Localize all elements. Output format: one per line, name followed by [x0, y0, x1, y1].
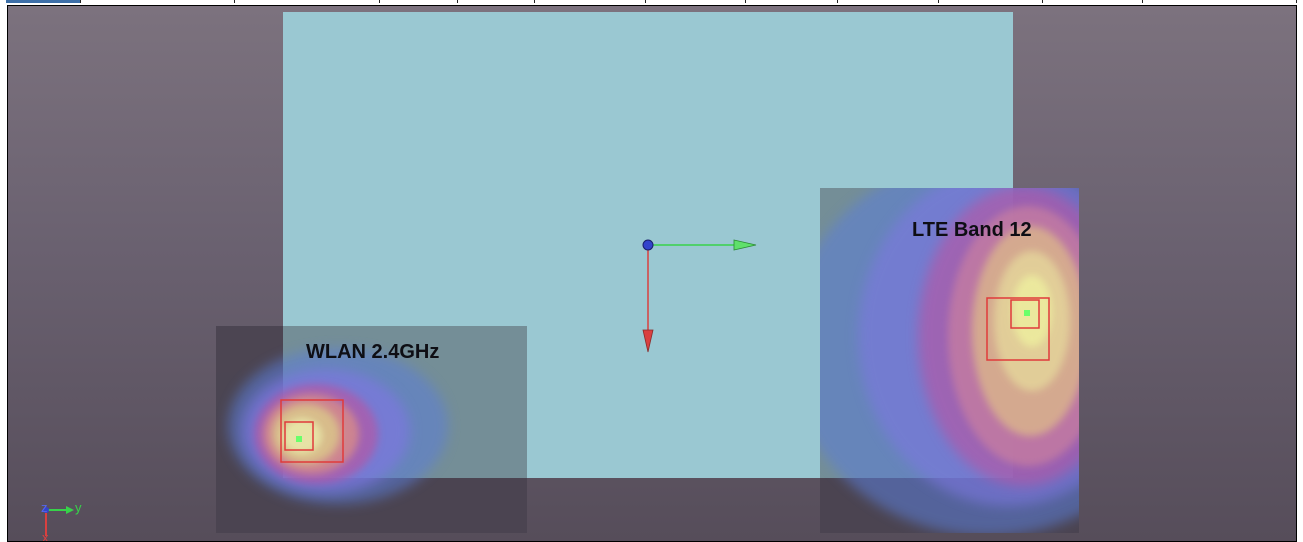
- lte-field-heatmap: [820, 188, 1079, 533]
- view-tab-12[interactable]: [1143, 0, 1297, 3]
- y-axis-arrowhead: [733, 239, 757, 251]
- orientation-triad: y x z: [41, 500, 82, 542]
- triad-z-label: z: [41, 500, 48, 515]
- wlan-probe-point: [296, 436, 302, 442]
- view-tab-11[interactable]: [1043, 0, 1143, 3]
- wlan-probe-box-inner: [284, 421, 314, 451]
- lte-label: LTE Band 12: [912, 219, 1032, 241]
- triad-y-label: y: [75, 500, 82, 515]
- wlan-field-heatmap: [228, 348, 448, 504]
- view-tab-strip: [0, 0, 1303, 4]
- x-axis-arrowhead: [642, 329, 654, 353]
- wlan-probe-box-outer: [280, 399, 344, 463]
- triad-x-label: x: [42, 530, 49, 542]
- origin-point: [642, 239, 654, 251]
- view-tab-7[interactable]: [646, 0, 746, 3]
- lte-probe-box-outer: [986, 297, 1050, 361]
- view-tab-8[interactable]: [746, 0, 838, 3]
- triad-z-axis: [43, 507, 49, 513]
- scene-canvas: WLAN 2.4GHz LTE Band 12: [41, 12, 1079, 542]
- 3d-viewport[interactable]: WLAN 2.4GHz LTE Band 12: [7, 5, 1297, 542]
- view-tab-3[interactable]: [235, 0, 380, 3]
- view-tab-4[interactable]: [380, 0, 458, 3]
- view-tab-9[interactable]: [838, 0, 939, 3]
- view-tab-2[interactable]: [81, 0, 235, 3]
- view-tab-10[interactable]: [939, 0, 1043, 3]
- wlan-antenna-region: WLAN 2.4GHz: [216, 326, 527, 533]
- lte-probe-box-inner: [1010, 299, 1040, 329]
- lte-antenna-region: LTE Band 12: [820, 188, 1079, 533]
- view-tab-1[interactable]: [6, 0, 81, 3]
- lte-probe-point: [1024, 310, 1030, 316]
- view-tab-6[interactable]: [535, 0, 646, 3]
- wlan-label: WLAN 2.4GHz: [306, 341, 439, 363]
- origin-axes[interactable]: [642, 239, 757, 353]
- view-tab-5[interactable]: [458, 0, 535, 3]
